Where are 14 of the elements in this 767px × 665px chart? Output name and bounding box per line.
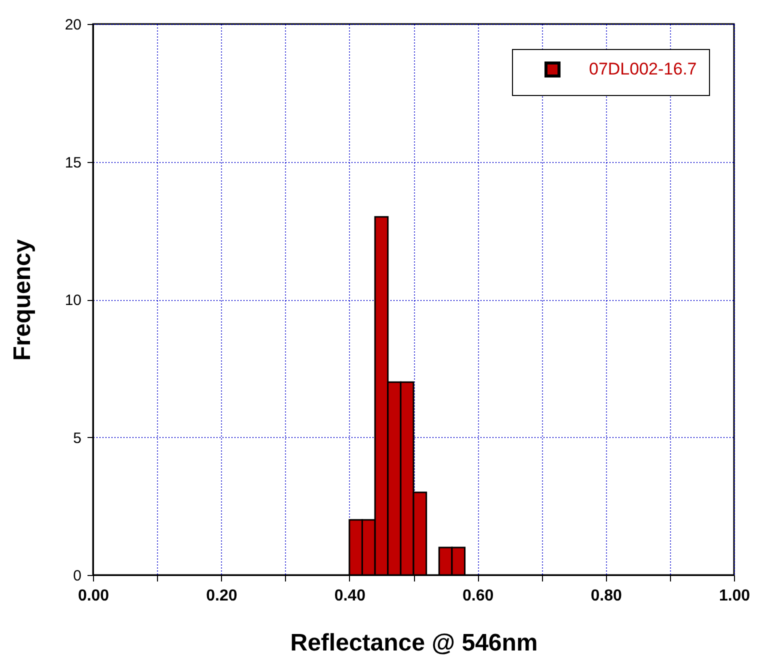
y-tick-label: 10 — [64, 292, 82, 309]
legend-label: 07DL002-16.7 — [589, 60, 697, 78]
x-tick-label: 0.40 — [334, 588, 366, 604]
x-tick-label: 0.00 — [78, 588, 110, 604]
y-tick-label: 15 — [64, 154, 82, 172]
x-axis-title: Reflectance @ 546nm — [290, 630, 538, 656]
y-tick-label: 0 — [73, 568, 82, 584]
x-tick-label: 0.60 — [462, 588, 494, 604]
y-axis-title: Frequency — [8, 238, 36, 361]
x-tick-label: 0.80 — [590, 588, 622, 604]
x-tick-label: 1.00 — [718, 588, 750, 604]
x-tick-label: 0.20 — [206, 588, 238, 604]
y-tick-label: 20 — [64, 16, 82, 34]
y-tick-label: 5 — [73, 430, 82, 447]
